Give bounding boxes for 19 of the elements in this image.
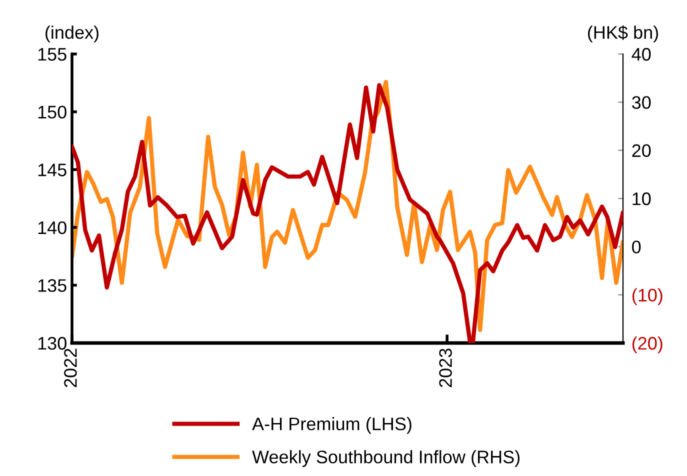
legend-label: A-H Premium (LHS) xyxy=(252,417,412,434)
y-tick-label: 150 xyxy=(38,106,66,119)
x-tick-label: 2023 xyxy=(439,348,452,388)
y2-tick-label: 10 xyxy=(632,192,651,206)
y-axis-title: (index) xyxy=(46,26,98,42)
y-tick-label: 140 xyxy=(38,221,66,234)
legend-label: Weekly Southbound Inflow (RHS) xyxy=(252,450,520,467)
x-tick-label: 2022 xyxy=(64,348,77,388)
y2-tick-label: 20 xyxy=(632,144,651,158)
y2-axis-title: (HK$ bn) xyxy=(588,25,658,42)
y-tick-label: 130 xyxy=(38,336,66,350)
y2-tick-label: (20) xyxy=(632,336,662,354)
y2-tick-label: 40 xyxy=(632,48,651,61)
y-tick-label: 145 xyxy=(38,164,66,176)
y-tick-label: 155 xyxy=(38,48,66,61)
y-tick-label: 135 xyxy=(38,279,66,292)
y2-tick-label: 0 xyxy=(632,240,641,254)
y2-tick-label: 30 xyxy=(632,96,651,109)
y2-tick-label: (10) xyxy=(632,288,662,306)
